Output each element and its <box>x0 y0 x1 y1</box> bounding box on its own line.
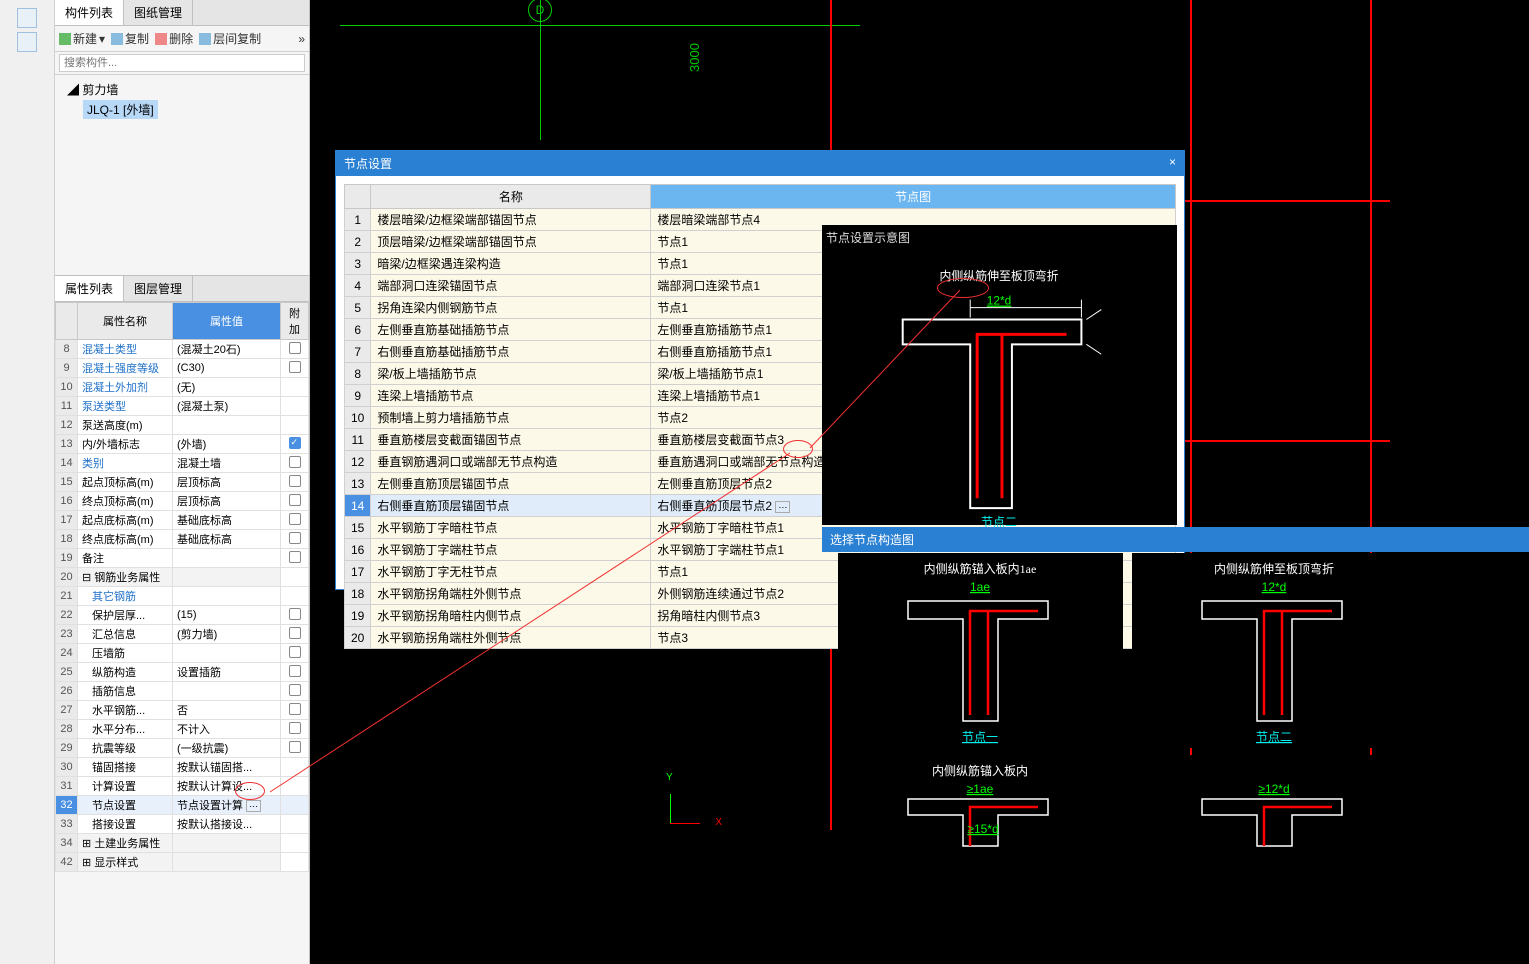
left-rail <box>0 0 55 964</box>
prop-col-name: 属性名称 <box>78 303 173 340</box>
component-toolbar: 新建 ▾ 复制 删除 层间复制 » <box>55 26 309 52</box>
prop-row[interactable]: 34⊞ 土建业务属性 <box>56 834 309 853</box>
svg-text:节点二: 节点二 <box>1256 730 1292 744</box>
prop-row[interactable]: 18终点底标高(m)基础底标高 <box>56 530 309 549</box>
node-option-4[interactable]: ≥12*d <box>1132 755 1417 850</box>
prop-col-value: 属性值 <box>173 303 281 340</box>
prop-row[interactable]: 19备注 <box>56 549 309 568</box>
svg-text:≥15*d: ≥15*d <box>967 822 998 836</box>
cad-dim-label: 3000 <box>687 43 702 72</box>
prop-row[interactable]: 29抗震等级(一级抗震) <box>56 739 309 758</box>
prop-row[interactable]: 14类别混凝土墙 <box>56 454 309 473</box>
node-col-name: 名称 <box>371 185 651 209</box>
prop-row[interactable]: 15起点顶标高(m)层顶标高 <box>56 473 309 492</box>
dialog-title: 节点设置 <box>344 155 392 172</box>
select-node-titlebar[interactable]: 选择节点构造图 <box>822 527 1529 552</box>
prop-row[interactable]: 8混凝土类型(混凝土20石) <box>56 340 309 359</box>
prop-row[interactable]: 31计算设置按默认计算设... <box>56 777 309 796</box>
axis-y-label: Y <box>666 772 673 783</box>
preview-title: 节点设置示意图 <box>822 225 1177 250</box>
prop-row[interactable]: 27水平钢筋...否 <box>56 701 309 720</box>
svg-text:内侧纵筋伸至板顶弯折: 内侧纵筋伸至板顶弯折 <box>1214 561 1334 576</box>
cad-grid-bubble: D <box>528 0 552 22</box>
prop-row[interactable]: 10混凝土外加剂(无) <box>56 378 309 397</box>
svg-text:内侧纵筋伸至板顶弯折: 内侧纵筋伸至板顶弯折 <box>939 269 1058 283</box>
axis-x-label: X <box>715 817 722 828</box>
svg-text:节点一: 节点一 <box>962 730 998 744</box>
prop-col-add: 附加 <box>281 303 309 340</box>
svg-text:≥1ae: ≥1ae <box>967 782 994 796</box>
node-col-img: 节点图 <box>651 185 1176 209</box>
prop-row[interactable]: 12泵送高度(m) <box>56 416 309 435</box>
tree-root[interactable]: ◢ 剪力墙 <box>63 79 301 100</box>
tab-layer-mgmt[interactable]: 图层管理 <box>124 276 193 301</box>
prop-row[interactable]: 24压墙筋 <box>56 644 309 663</box>
cad-gridline-h <box>340 25 860 26</box>
node-preview: 节点设置示意图 内侧纵筋伸至板顶弯折 12*d 节点二 <box>822 225 1177 525</box>
delete-icon <box>155 33 167 45</box>
prop-row[interactable]: 13内/外墙标志(外墙) <box>56 435 309 454</box>
search-box <box>55 52 309 75</box>
node-option-1[interactable]: 内侧纵筋锚入板内1ae 1ae 节点一 <box>838 553 1123 748</box>
prop-row[interactable]: 9混凝土强度等级(C30) <box>56 359 309 378</box>
more-icon[interactable]: ⋯ <box>246 800 261 812</box>
more-button[interactable]: » <box>298 30 305 47</box>
prop-row[interactable]: 30锚固搭接按默认锚固搭... <box>56 758 309 777</box>
more-icon[interactable]: ⋯ <box>775 501 790 513</box>
property-tabs: 属性列表 图层管理 <box>55 276 309 302</box>
close-icon[interactable]: × <box>1169 155 1176 172</box>
layer-copy-icon <box>199 33 211 45</box>
prop-row[interactable]: 20⊟ 钢筋业务属性 <box>56 568 309 587</box>
prop-row[interactable]: 42⊞ 显示样式 <box>56 853 309 872</box>
node-col-num <box>345 185 371 209</box>
component-tabs: 构件列表 图纸管理 <box>55 0 309 26</box>
sidebar: 构件列表 图纸管理 新建 ▾ 复制 删除 层间复制 » ◢ 剪力墙 JLQ-1 … <box>55 0 310 964</box>
prop-row[interactable]: 28水平分布...不计入 <box>56 720 309 739</box>
svg-text:12*d: 12*d <box>987 294 1011 308</box>
tree-item-jlq1[interactable]: JLQ-1 [外墙] <box>83 100 158 119</box>
svg-text:内侧纵筋锚入板内: 内侧纵筋锚入板内 <box>932 763 1028 778</box>
prop-row[interactable]: 11泵送类型(混凝土泵) <box>56 397 309 416</box>
prop-row[interactable]: 26插筋信息 <box>56 682 309 701</box>
layer-copy-button[interactable]: 层间复制 <box>199 30 261 47</box>
tab-prop-list[interactable]: 属性列表 <box>55 276 124 301</box>
rail-btn-1[interactable] <box>17 8 37 28</box>
tab-component-list[interactable]: 构件列表 <box>55 0 124 25</box>
prop-row[interactable]: 17起点底标高(m)基础底标高 <box>56 511 309 530</box>
prop-row[interactable]: 22保护层厚...(15) <box>56 606 309 625</box>
prop-row[interactable]: 32节点设置节点设置计算 ⋯ <box>56 796 309 815</box>
node-option-3[interactable]: 内侧纵筋锚入板内 ≥1ae ≥15*d <box>838 755 1123 850</box>
preview-diagram: 内侧纵筋伸至板顶弯折 12*d 节点二 <box>822 250 1177 528</box>
svg-text:12*d: 12*d <box>1262 580 1287 594</box>
search-input[interactable] <box>59 54 305 72</box>
prop-row[interactable]: 16终点顶标高(m)层顶标高 <box>56 492 309 511</box>
prop-row[interactable]: 23汇总信息(剪力墙) <box>56 625 309 644</box>
axis-indicator: Y X <box>670 784 710 824</box>
delete-button[interactable]: 删除 <box>155 30 193 47</box>
new-button[interactable]: 新建 ▾ <box>59 30 105 47</box>
property-panel: 属性列表 图层管理 属性名称 属性值 附加 8混凝土类型(混凝土20石)9混凝土… <box>55 275 309 964</box>
node-option-2[interactable]: 内侧纵筋伸至板顶弯折 12*d 节点二 <box>1132 553 1417 748</box>
svg-text:内侧纵筋锚入板内1ae: 内侧纵筋锚入板内1ae <box>924 561 1037 576</box>
property-table: 属性名称 属性值 附加 8混凝土类型(混凝土20石)9混凝土强度等级(C30)1… <box>55 302 309 964</box>
dialog-titlebar[interactable]: 节点设置 × <box>336 151 1184 176</box>
copy-button[interactable]: 复制 <box>111 30 149 47</box>
svg-text:1ae: 1ae <box>970 580 990 594</box>
tab-drawing-mgmt[interactable]: 图纸管理 <box>124 0 193 25</box>
prop-row[interactable]: 33搭接设置按默认搭接设... <box>56 815 309 834</box>
component-tree: ◢ 剪力墙 JLQ-1 [外墙] <box>55 75 309 275</box>
prop-row[interactable]: 21其它钢筋 <box>56 587 309 606</box>
prop-col-num <box>56 303 78 340</box>
new-icon <box>59 33 71 45</box>
prop-row[interactable]: 25纵筋构造设置插筋 <box>56 663 309 682</box>
svg-text:≥12*d: ≥12*d <box>1258 782 1289 796</box>
copy-icon <box>111 33 123 45</box>
rail-btn-2[interactable] <box>17 32 37 52</box>
